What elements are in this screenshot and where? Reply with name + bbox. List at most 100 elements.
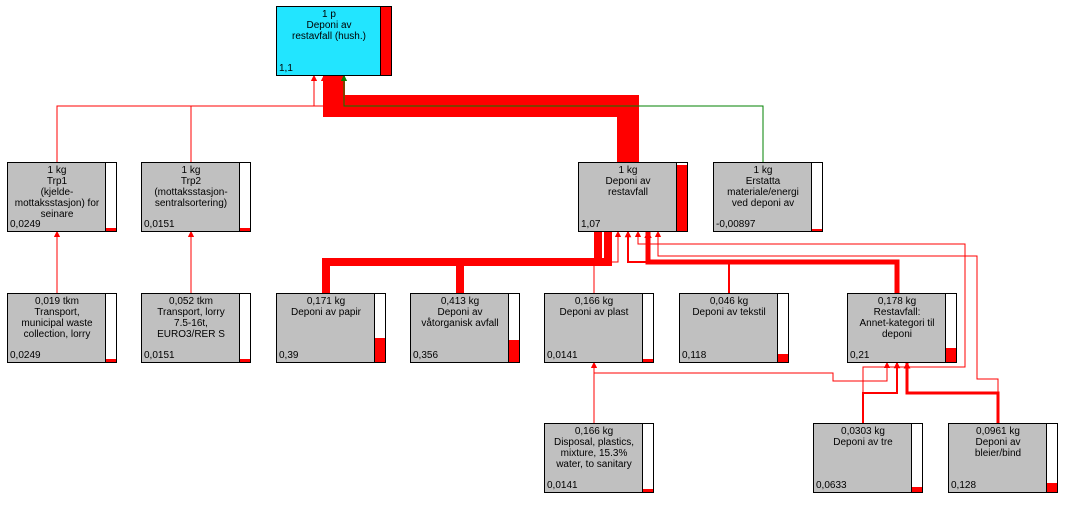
node-label: Transport, lorry	[157, 307, 224, 318]
node-bar	[239, 294, 250, 362]
node-value: 0,0633	[816, 480, 847, 491]
node-value: 0,0151	[144, 350, 175, 361]
node-unit: 0,046 kg	[710, 296, 748, 307]
node-body: 0,178 kgRestavfall:Annet-kategori tildep…	[848, 294, 946, 362]
node-label: Deponi av	[605, 176, 650, 187]
node-body: 1 kgErstattamateriale/energived deponi a…	[714, 163, 812, 231]
node-unit: 1 p	[322, 9, 336, 20]
node-label: mixture, 15.3%	[561, 448, 628, 459]
node-tlorry[interactable]: 0,052 tkmTransport, lorry7.5-16t,EURO3/R…	[141, 293, 251, 363]
node-label: restavfall (hush.)	[292, 31, 366, 42]
node-unit: 0,0961 kg	[976, 426, 1020, 437]
node-value: 0,356	[413, 350, 438, 361]
node-disp[interactable]: 0,166 kgDisposal, plastics,mixture, 15.3…	[544, 423, 654, 493]
node-erst[interactable]: 1 kgErstattamateriale/energived deponi a…	[713, 162, 823, 232]
node-label: Disposal, plastics,	[554, 437, 634, 448]
node-value: 0,0141	[547, 480, 578, 491]
node-body: 0,052 tkmTransport, lorry7.5-16t,EURO3/R…	[142, 294, 240, 362]
node-label: 7.5-16t,	[174, 318, 208, 329]
node-bar	[105, 163, 116, 231]
node-tekstil[interactable]: 0,046 kgDeponi av tekstil 0,118	[679, 293, 789, 363]
node-label: Annet-kategori til	[859, 318, 934, 329]
node-body: 1 kgTrp2(mottaksstasjon-sentralsortering…	[142, 163, 240, 231]
node-label: våtorganisk avfall	[421, 318, 498, 329]
node-bar	[642, 424, 653, 492]
node-tmw[interactable]: 0,019 tkmTransport,municipal wastecollec…	[7, 293, 117, 363]
node-trp1[interactable]: 1 kgTrp1(kjelde-mottaksstasjon) for sein…	[7, 162, 117, 232]
node-label: Deponi av tekstil	[692, 307, 765, 318]
node-unit: 0,052 tkm	[169, 296, 213, 307]
edge-papir-to-deprest	[326, 232, 598, 293]
node-label: restavfall	[608, 187, 648, 198]
node-bar	[380, 7, 391, 75]
edge-tekstil-to-deprest	[628, 232, 729, 293]
node-value: 0,21	[850, 350, 869, 361]
node-bar	[374, 294, 385, 362]
node-body: 1 kgDeponi avrestavfall 1,07	[579, 163, 677, 231]
node-label: Deponi av tre	[833, 437, 892, 448]
node-label: water, to sanitary	[556, 459, 632, 470]
node-unit: 1 kg	[754, 165, 773, 176]
node-label: Deponi av plast	[560, 307, 629, 318]
node-unit: 0,178 kg	[878, 296, 916, 307]
node-label: Erstatta	[746, 176, 780, 187]
node-plast[interactable]: 0,166 kgDeponi av plast0,0141	[544, 293, 654, 363]
node-value: 0,118	[682, 350, 706, 361]
node-body: 0,413 kgDeponi avvåtorganisk avfall 0,356	[411, 294, 509, 362]
node-label: Deponi av	[437, 307, 482, 318]
node-body: 0,166 kgDeponi av plast0,0141	[545, 294, 643, 362]
node-unit: 1 kg	[182, 165, 201, 176]
node-value: 0,39	[279, 350, 298, 361]
node-tre[interactable]: 0,0303 kgDeponi av tre0,0633	[813, 423, 923, 493]
node-unit: 0,171 kg	[307, 296, 345, 307]
node-body: 0,046 kgDeponi av tekstil 0,118	[680, 294, 778, 362]
node-body: 1 kgTrp1(kjelde-mottaksstasjon) for sein…	[8, 163, 106, 231]
node-body: 1 pDeponi avrestavfall (hush.)1,1	[277, 7, 381, 75]
node-body: 0,0961 kgDeponi avbleier/bind0,128	[949, 424, 1047, 492]
node-value: 0,0151	[144, 219, 175, 230]
node-bar	[642, 294, 653, 362]
node-label: Transport,	[34, 307, 79, 318]
edge-trp2-to-root	[191, 76, 324, 162]
edge-tre-to-annet	[863, 363, 897, 423]
node-label: materiale/energi	[727, 187, 799, 198]
node-label: Deponi av papir	[291, 307, 361, 318]
node-unit: 1 kg	[619, 165, 638, 176]
node-root[interactable]: 1 pDeponi avrestavfall (hush.)1,1	[276, 6, 392, 76]
node-body: 0,171 kgDeponi av papir 0,39	[277, 294, 375, 362]
node-unit: 1 kg	[48, 165, 67, 176]
edge-vatorg-to-deprest	[460, 232, 608, 293]
node-value: 0,0249	[10, 219, 41, 230]
node-bar	[508, 294, 519, 362]
node-trp2[interactable]: 1 kgTrp2(mottaksstasjon-sentralsortering…	[141, 162, 251, 232]
node-label: Trp2	[181, 176, 201, 187]
node-bar	[945, 294, 956, 362]
node-bleier[interactable]: 0,0961 kgDeponi avbleier/bind0,128	[948, 423, 1058, 493]
node-bar	[911, 424, 922, 492]
node-value: 0,0249	[10, 350, 41, 361]
node-unit: 0,166 kg	[575, 426, 613, 437]
edge-erst-to-root	[344, 76, 763, 162]
node-label: collection, lorry	[24, 329, 91, 340]
node-label: (kjelde-mottaksstasjon) for seinare	[8, 187, 106, 220]
node-label: bleier/bind	[975, 448, 1021, 459]
node-deprest[interactable]: 1 kgDeponi avrestavfall 1,07	[578, 162, 688, 232]
node-unit: 0,019 tkm	[35, 296, 79, 307]
node-label: (mottaksstasjon-sentralsortering)	[142, 187, 240, 209]
node-bar	[777, 294, 788, 362]
node-label: EURO3/RER S	[157, 329, 225, 340]
node-unit: 0,166 kg	[575, 296, 613, 307]
edge-deprest-to-root	[334, 76, 628, 162]
node-annet[interactable]: 0,178 kgRestavfall:Annet-kategori tildep…	[847, 293, 957, 363]
node-bar	[676, 163, 687, 231]
node-label: Restavfall:	[874, 307, 921, 318]
node-value: 0,128	[951, 480, 976, 491]
node-label: ved deponi av	[732, 198, 794, 209]
node-value: 1,07	[581, 219, 600, 230]
node-body: 0,0303 kgDeponi av tre0,0633	[814, 424, 912, 492]
node-papir[interactable]: 0,171 kgDeponi av papir 0,39	[276, 293, 386, 363]
node-unit: 0,413 kg	[441, 296, 479, 307]
node-bar	[1046, 424, 1057, 492]
node-vatorg[interactable]: 0,413 kgDeponi avvåtorganisk avfall 0,356	[410, 293, 520, 363]
edge-trp1-to-root	[57, 76, 314, 162]
